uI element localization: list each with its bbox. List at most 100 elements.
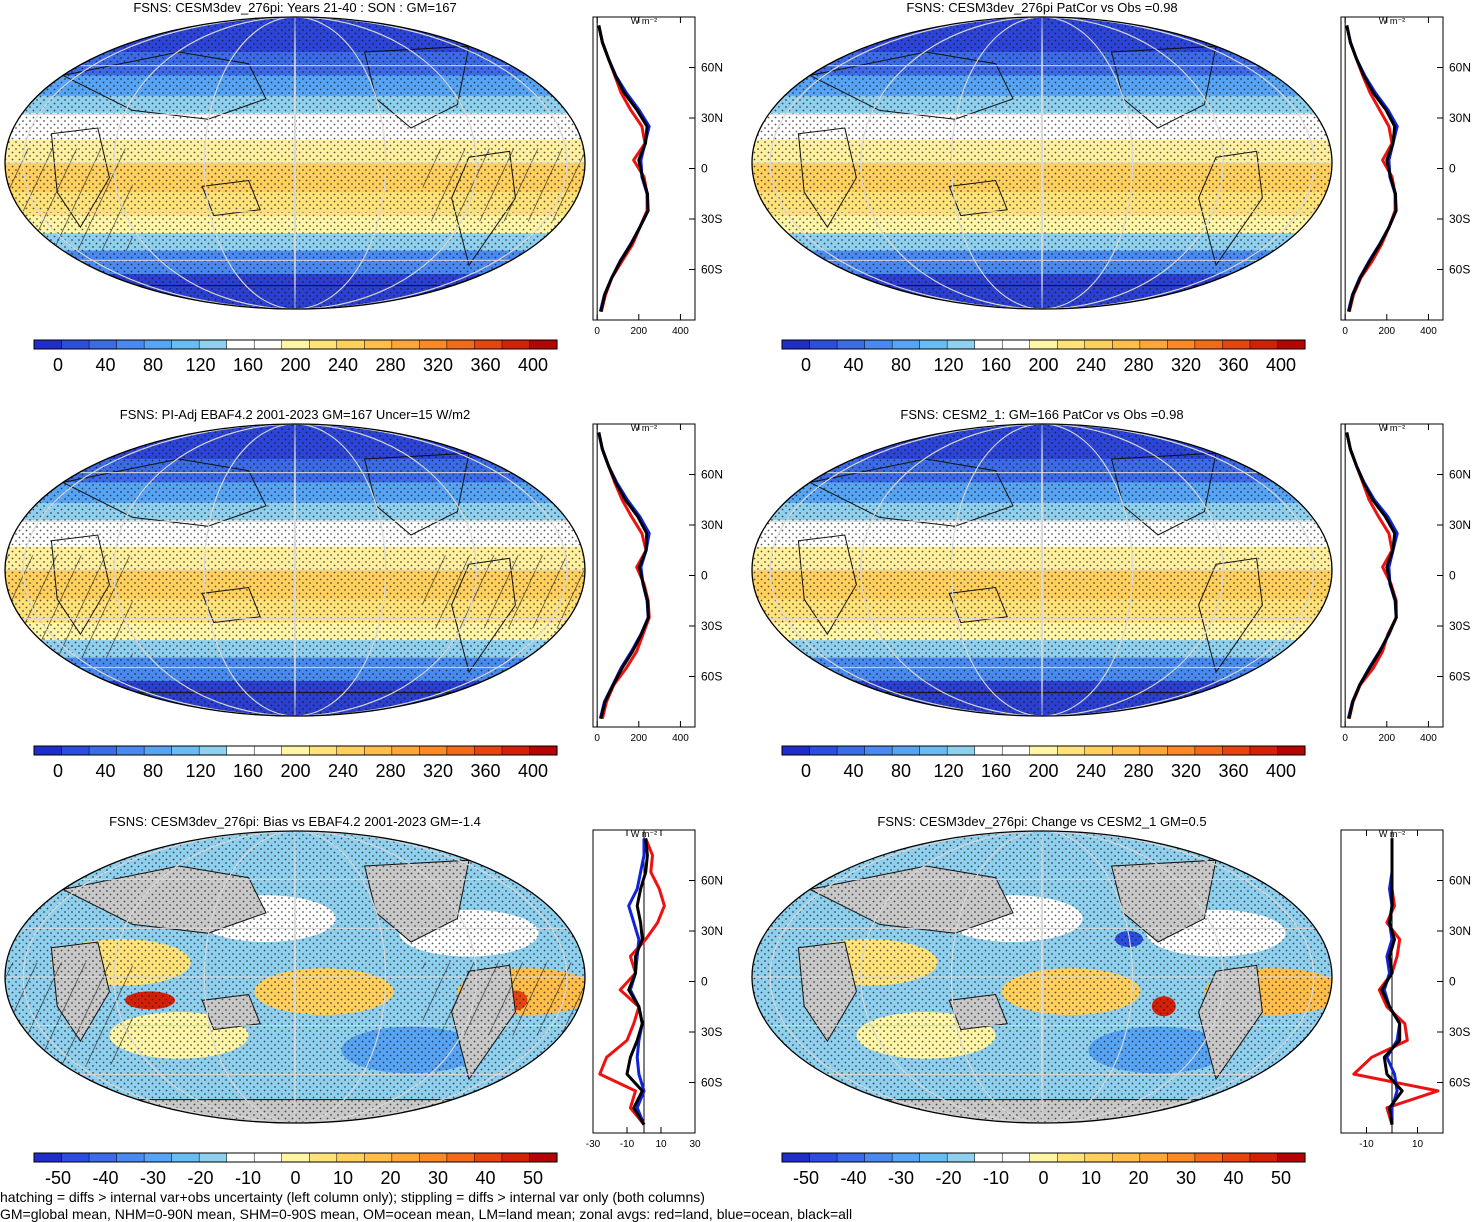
colorbar-frame bbox=[33, 339, 558, 350]
colorbar-swatch bbox=[336, 1152, 365, 1163]
colorbar-tick-label: -50 bbox=[793, 1168, 819, 1188]
colorbar-1: 0 40 80 120 160 200 240 280 320 360 400 bbox=[33, 339, 558, 375]
colorbar-swatch bbox=[1001, 1152, 1031, 1163]
colorbar-tick-label: 320 bbox=[1171, 761, 1201, 781]
colorbar-swatch bbox=[143, 745, 173, 756]
colorbar-swatch bbox=[33, 1152, 63, 1163]
colorbar-swatch bbox=[446, 1152, 475, 1163]
lat-tick-label: 0 bbox=[701, 162, 708, 176]
colorbar-swatch bbox=[281, 1152, 310, 1163]
colorbar-tick-label: 160 bbox=[233, 355, 263, 375]
lat-tick-label: 60S bbox=[701, 263, 722, 277]
colorbar-swatch bbox=[33, 339, 63, 350]
colorbar-swatch bbox=[419, 745, 448, 756]
graticule-lon bbox=[950, 831, 1134, 1123]
profile-line-all bbox=[1345, 432, 1398, 719]
unit-label: W m⁻² bbox=[1379, 829, 1405, 839]
colorbar-tick-label: 200 bbox=[1028, 761, 1058, 781]
colorbar-swatch bbox=[781, 745, 811, 756]
colorbar-tick-label: 400 bbox=[1266, 355, 1296, 375]
lat-tick-label: 0 bbox=[1449, 162, 1456, 176]
colorbar-swatch bbox=[336, 745, 365, 756]
colorbar-swatch bbox=[336, 339, 365, 350]
graticule-lon bbox=[860, 424, 1224, 716]
x-tick-label: 0 bbox=[1342, 326, 1348, 337]
colorbar-tick-label: 40 bbox=[843, 761, 863, 781]
colorbar-tick-label: 400 bbox=[518, 355, 548, 375]
colorbar-tick-label: 280 bbox=[1123, 355, 1153, 375]
colorbar-swatch bbox=[919, 339, 948, 350]
colorbar-swatch bbox=[1084, 339, 1113, 350]
x-tick-label: 400 bbox=[672, 733, 689, 744]
colorbar-swatch bbox=[253, 745, 283, 756]
unit-label: W m⁻² bbox=[1379, 423, 1405, 433]
colorbar-swatch bbox=[529, 745, 558, 756]
colorbar-swatch bbox=[1029, 1152, 1058, 1163]
colorbar-swatch bbox=[864, 745, 893, 756]
lat-tick-label: 30N bbox=[1449, 518, 1471, 532]
colorbar-tick-label: 400 bbox=[518, 761, 548, 781]
colorbar-tick-label: 80 bbox=[891, 761, 911, 781]
unit-label: W m⁻² bbox=[631, 423, 657, 433]
colorbar-swatch bbox=[1249, 745, 1279, 756]
caption-line-2: GM=global mean, NHM=0-90N mean, SHM=0-90… bbox=[0, 1206, 853, 1222]
graticule-lon bbox=[203, 17, 387, 309]
profile-line-all bbox=[1380, 838, 1404, 1125]
colorbar-tick-label: 40 bbox=[95, 355, 115, 375]
colorbar-tick-label: 80 bbox=[143, 355, 163, 375]
zonal-profile-4: 0 200 400 W m⁻² 60N 30N 0 30S 60S bbox=[1340, 423, 1471, 744]
colorbar-tick-label: 120 bbox=[933, 355, 963, 375]
colorbar-swatch bbox=[226, 1152, 255, 1163]
hatch-overlay bbox=[422, 962, 585, 1036]
lat-tick-label: 30S bbox=[701, 212, 722, 226]
zonal-profile-6: -10 10 W m⁻² 60N 30N 0 30S 60S bbox=[1340, 829, 1471, 1150]
zonal-profile-1: 0 200 400 W m⁻² 60N 30N 0 30S 60S bbox=[592, 16, 723, 337]
colorbar-tick-label: 360 bbox=[1218, 761, 1248, 781]
colorbar-2: 0 40 80 120 160 200 240 280 320 360 400 bbox=[781, 339, 1306, 375]
map-border bbox=[4, 830, 586, 1124]
colorbar-swatch bbox=[253, 339, 283, 350]
map-border bbox=[751, 16, 1333, 310]
colorbar-swatch bbox=[226, 745, 255, 756]
colorbar-swatch bbox=[253, 1152, 283, 1163]
colorbar-swatch bbox=[474, 339, 503, 350]
lat-tick-label: 30N bbox=[701, 924, 723, 938]
colorbar-swatch bbox=[974, 1152, 1003, 1163]
colorbar-swatch bbox=[1222, 745, 1251, 756]
colorbar-swatch bbox=[1029, 339, 1058, 350]
map-border bbox=[751, 423, 1333, 717]
lat-tick-label: 30S bbox=[701, 619, 722, 633]
zonal-profile-5: -30 -10 10 30 W m⁻² 60N 30N 0 30S 60S bbox=[586, 829, 723, 1150]
profile-line-all bbox=[597, 25, 650, 312]
x-tick-label: 0 bbox=[594, 733, 600, 744]
colorbar-swatch bbox=[836, 745, 866, 756]
colorbar-swatch bbox=[1084, 1152, 1113, 1163]
lat-tick-label: 30S bbox=[1449, 619, 1470, 633]
x-tick-label: -30 bbox=[586, 1139, 601, 1150]
colorbar-tick-label: 0 bbox=[290, 1168, 300, 1188]
graticule-lon bbox=[769, 831, 1315, 1123]
colorbar-frame bbox=[33, 745, 558, 756]
colorbar-swatch bbox=[171, 745, 200, 756]
colorbar-swatch bbox=[974, 745, 1003, 756]
colorbar-tick-label: 160 bbox=[233, 761, 263, 781]
colorbar-swatch bbox=[501, 1152, 531, 1163]
graticule-lon bbox=[1041, 831, 1043, 1123]
colorbar-tick-label: 400 bbox=[1266, 761, 1296, 781]
map-panel-4: FSNS: CESM2_1: GM=166 PatCor vs Obs =0.9… bbox=[751, 407, 1333, 717]
colorbar-swatch bbox=[309, 1152, 338, 1163]
unit-label: W m⁻² bbox=[1379, 16, 1405, 26]
x-tick-label: 400 bbox=[1420, 733, 1437, 744]
colorbar-tick-label: 240 bbox=[1076, 761, 1106, 781]
colorbar-swatch bbox=[88, 1152, 118, 1163]
colorbar-tick-label: -30 bbox=[888, 1168, 914, 1188]
colorbar-swatch bbox=[1112, 1152, 1141, 1163]
lat-tick-label: 60S bbox=[701, 1076, 722, 1090]
colorbar-tick-label: 40 bbox=[475, 1168, 495, 1188]
colorbar-tick-label: 280 bbox=[1123, 761, 1153, 781]
colorbar-tick-label: -40 bbox=[840, 1168, 866, 1188]
colorbar-swatch bbox=[88, 745, 118, 756]
colorbar-swatch bbox=[809, 339, 838, 350]
colorbar-tick-label: 0 bbox=[801, 761, 811, 781]
colorbar-tick-label: 360 bbox=[1218, 355, 1248, 375]
